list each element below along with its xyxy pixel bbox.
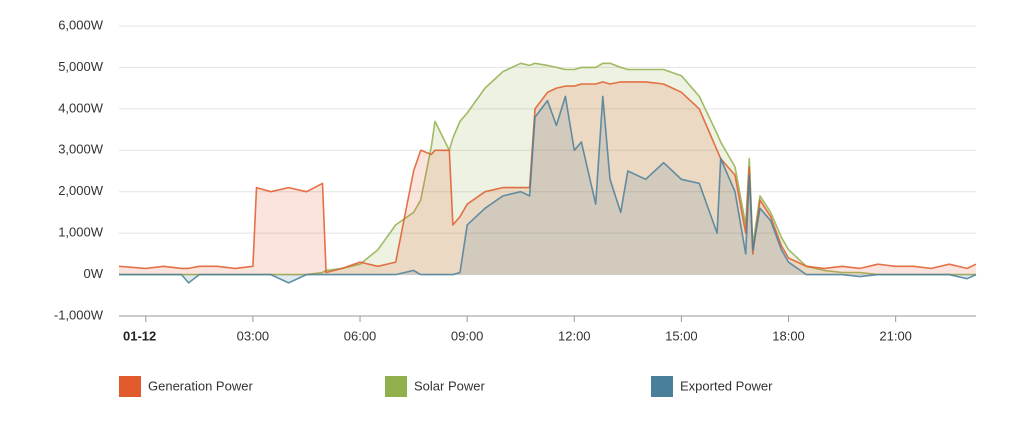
- legend-swatch: [119, 376, 141, 397]
- series-line: [118, 81, 977, 274]
- x-tick-label: 18:00: [772, 328, 805, 343]
- x-tick-label: 15:00: [665, 328, 698, 343]
- legend-swatch: [651, 376, 673, 397]
- series-area: [119, 63, 976, 275]
- series-line: [119, 62, 976, 276]
- x-tick-label: 09:00: [451, 328, 484, 343]
- legend-label: Exported Power: [680, 378, 773, 393]
- x-tick-label: 03:00: [237, 328, 270, 343]
- x-tick-label: 01-12: [123, 328, 156, 343]
- x-tick-label: 21:00: [879, 328, 912, 343]
- y-tick-label: 0W: [84, 266, 104, 281]
- x-tick-label: 12:00: [558, 328, 591, 343]
- x-tick-label: 06:00: [344, 328, 377, 343]
- legend-label: Generation Power: [148, 378, 253, 393]
- y-tick-label: -1,000W: [54, 307, 104, 322]
- y-tick-label: 1,000W: [58, 225, 104, 240]
- y-tick-label: 2,000W: [58, 183, 104, 198]
- y-tick-label: 3,000W: [58, 142, 104, 157]
- y-tick-label: 6,000W: [58, 17, 104, 32]
- series-area: [119, 96, 976, 283]
- legend-label: Solar Power: [414, 378, 485, 393]
- y-tick-label: 4,000W: [58, 100, 104, 115]
- legend-swatch: [385, 376, 407, 397]
- series-line: [119, 95, 977, 284]
- series-area: [119, 81, 976, 275]
- y-tick-label: 5,000W: [58, 59, 104, 74]
